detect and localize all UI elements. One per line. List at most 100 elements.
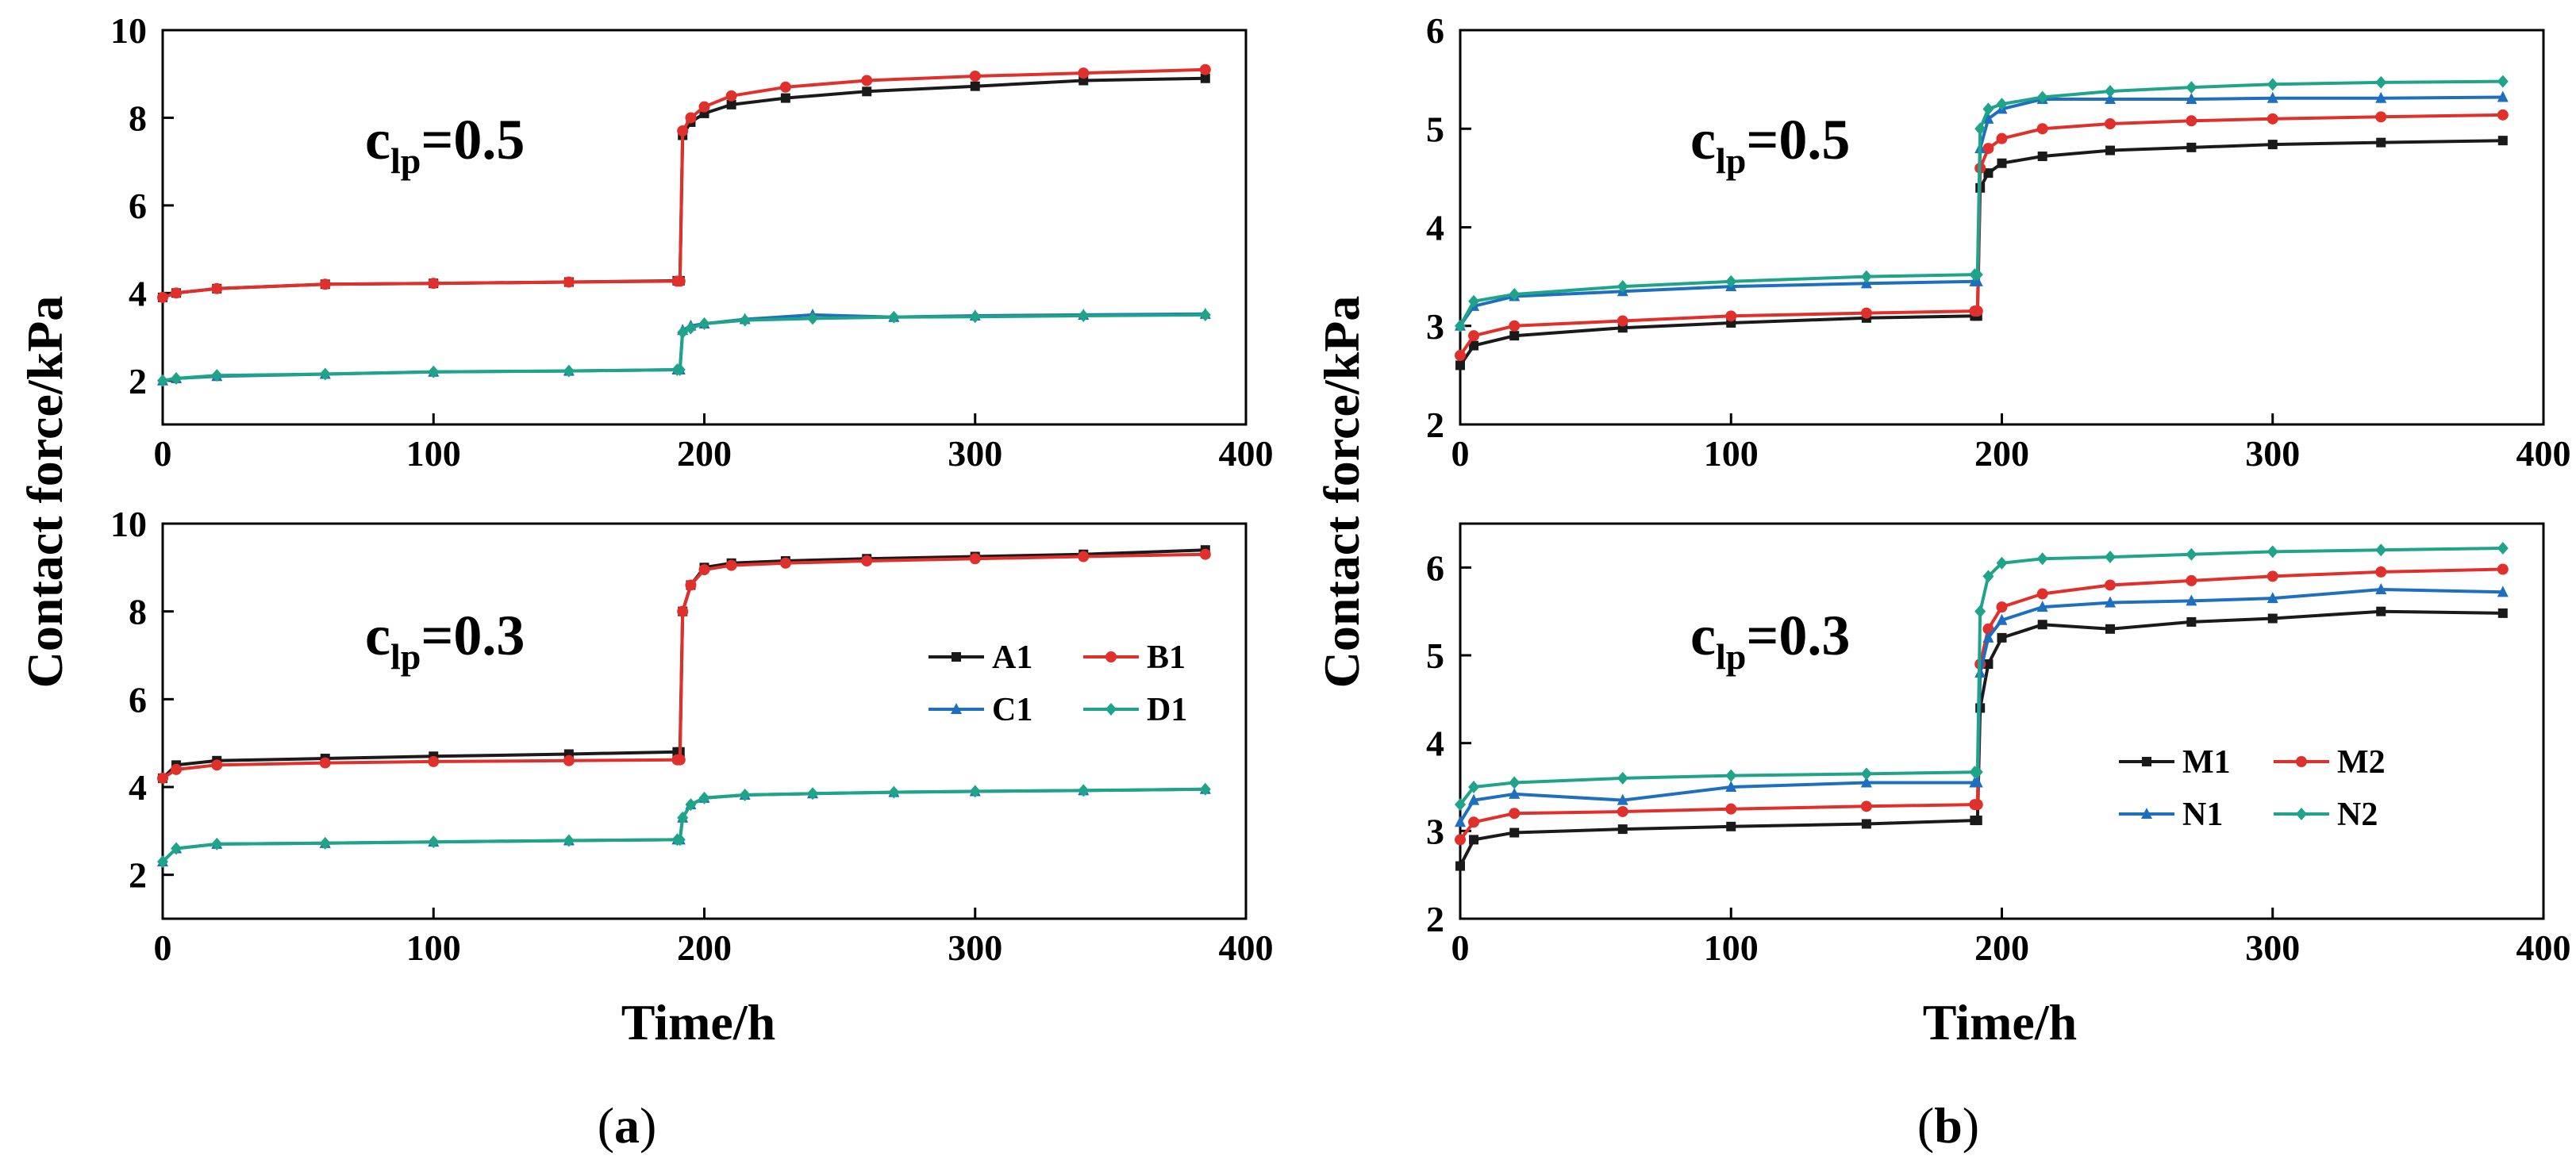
data-point-A1 (1078, 75, 1089, 86)
data-point-D1 (1078, 784, 1090, 797)
y-tick-label: 2 (129, 855, 147, 896)
data-point-M1 (1983, 168, 1994, 179)
data-point-B1 (563, 754, 575, 766)
caption-b: (b) (1917, 1097, 1979, 1154)
data-point-M2 (1971, 799, 1983, 811)
data-point-N2 (1971, 268, 1983, 282)
data-point-M1 (2497, 136, 2508, 146)
annotation-clp: clp=0.3 (1690, 604, 1850, 677)
data-point-M1 (2376, 137, 2386, 148)
data-point-B1 (677, 125, 689, 137)
data-point-M1 (1997, 158, 2007, 168)
data-point-M2 (2266, 113, 2278, 125)
data-point-N1 (1617, 793, 1628, 805)
series-line-B1 (161, 552, 1205, 780)
data-point-N2 (1617, 280, 1628, 294)
data-point-M1 (2105, 624, 2115, 634)
data-point-M1 (1726, 821, 1736, 831)
data-point-N1 (2186, 594, 2197, 606)
data-point-M2 (1468, 330, 1480, 342)
data-point-N2 (2266, 78, 2278, 91)
data-point-M1 (1469, 835, 1479, 845)
data-point-D1 (888, 785, 900, 799)
data-point-M2 (1617, 315, 1628, 327)
legend-label-N2: N2 (2337, 797, 2378, 833)
data-point-D1 (1199, 782, 1211, 796)
series-line-D1 (161, 787, 1205, 863)
legend-label-C1: C1 (992, 692, 1032, 728)
y-tick-label: 6 (1426, 547, 1444, 588)
x-tick-label: 300 (2245, 433, 2300, 474)
y-tick-label: 4 (129, 273, 147, 313)
data-point-N2 (2375, 543, 2387, 557)
data-point-N2 (1455, 798, 1466, 812)
data-point-B1 (211, 282, 223, 294)
data-point-B1 (171, 287, 183, 299)
data-point-B1 (698, 101, 710, 113)
data-point-D1 (685, 798, 697, 812)
x-tick-label: 300 (948, 433, 1002, 474)
data-point-M1 (2497, 608, 2508, 618)
data-point-N2 (2036, 552, 2048, 566)
data-point-D1 (739, 788, 751, 801)
legend: M1 M2 N1 N2 (2119, 744, 2386, 833)
data-point-B1 (674, 754, 686, 766)
data-point-D1 (969, 785, 981, 798)
data-point-D1 (211, 369, 223, 382)
data-point-M1 (1455, 861, 1465, 871)
y-tick-label: 4 (1426, 724, 1444, 764)
y-tick-label: 8 (129, 592, 147, 632)
data-point-D1 (685, 321, 697, 335)
data-point-D1 (211, 837, 223, 850)
x-tick-label: 0 (154, 433, 172, 474)
data-point-M2 (1617, 805, 1628, 817)
data-point-M1 (2376, 606, 2386, 616)
y-tick-label: 2 (1426, 405, 1444, 445)
data-point-M2 (2105, 579, 2116, 591)
data-point-N2 (1509, 287, 1521, 301)
x-tick-label: 300 (2245, 927, 2300, 968)
data-point-M2 (1996, 132, 2008, 144)
data-point-M1 (2037, 620, 2047, 630)
chart-panel-3: 0 100 200 300 400 2 3 4 5 6 clp=0.5 (1426, 10, 2571, 474)
annotation-clp: clp=0.3 (365, 604, 525, 677)
data-point-N2 (1982, 102, 1994, 116)
data-point-B1 (779, 81, 791, 93)
data-point-D1 (428, 365, 440, 378)
data-point-M2 (1455, 350, 1466, 362)
data-point-B1 (319, 278, 331, 290)
data-point-M2 (1982, 143, 1994, 155)
series-line-A1 (162, 76, 1205, 299)
x-axis-title-a: Time/h (621, 994, 775, 1050)
data-point-M2 (1509, 320, 1521, 332)
y-tick-label: 2 (129, 361, 147, 401)
data-point-N1 (1982, 631, 1994, 643)
data-point-N2 (1971, 766, 1983, 779)
x-tick-label: 0 (1451, 433, 1470, 474)
y-tick-label: 5 (1426, 109, 1444, 149)
data-point-B1 (861, 75, 873, 86)
data-point-D1 (428, 835, 440, 849)
data-point-B1 (674, 275, 686, 287)
y-tick-label: 3 (1426, 306, 1444, 347)
series-line-A1 (161, 548, 1205, 780)
chart-panel-4: 0 100 200 300 400 2 3 4 5 6 clp=0.3 M1 M2 N1 N2 (1426, 522, 2571, 968)
data-point-D1 (563, 364, 575, 378)
data-point-B1 (1199, 548, 1211, 560)
x-tick-label: 400 (1219, 927, 1274, 968)
data-point-N2 (2105, 551, 2116, 564)
y-tick-label: 6 (129, 679, 147, 720)
data-point-A1 (862, 86, 872, 97)
data-point-M1 (2186, 616, 2197, 627)
data-point-D1 (674, 833, 686, 847)
y-tick-label: 4 (129, 767, 147, 808)
data-point-B1 (969, 553, 981, 565)
x-tick-label: 200 (1974, 433, 2029, 474)
data-point-B1 (1199, 63, 1211, 75)
data-point-D1 (1199, 308, 1211, 321)
data-point-D1 (888, 310, 900, 324)
data-point-N1 (2497, 90, 2509, 102)
data-point-M2 (1971, 305, 1983, 317)
data-point-D1 (698, 317, 710, 330)
data-point-D1 (677, 811, 689, 824)
